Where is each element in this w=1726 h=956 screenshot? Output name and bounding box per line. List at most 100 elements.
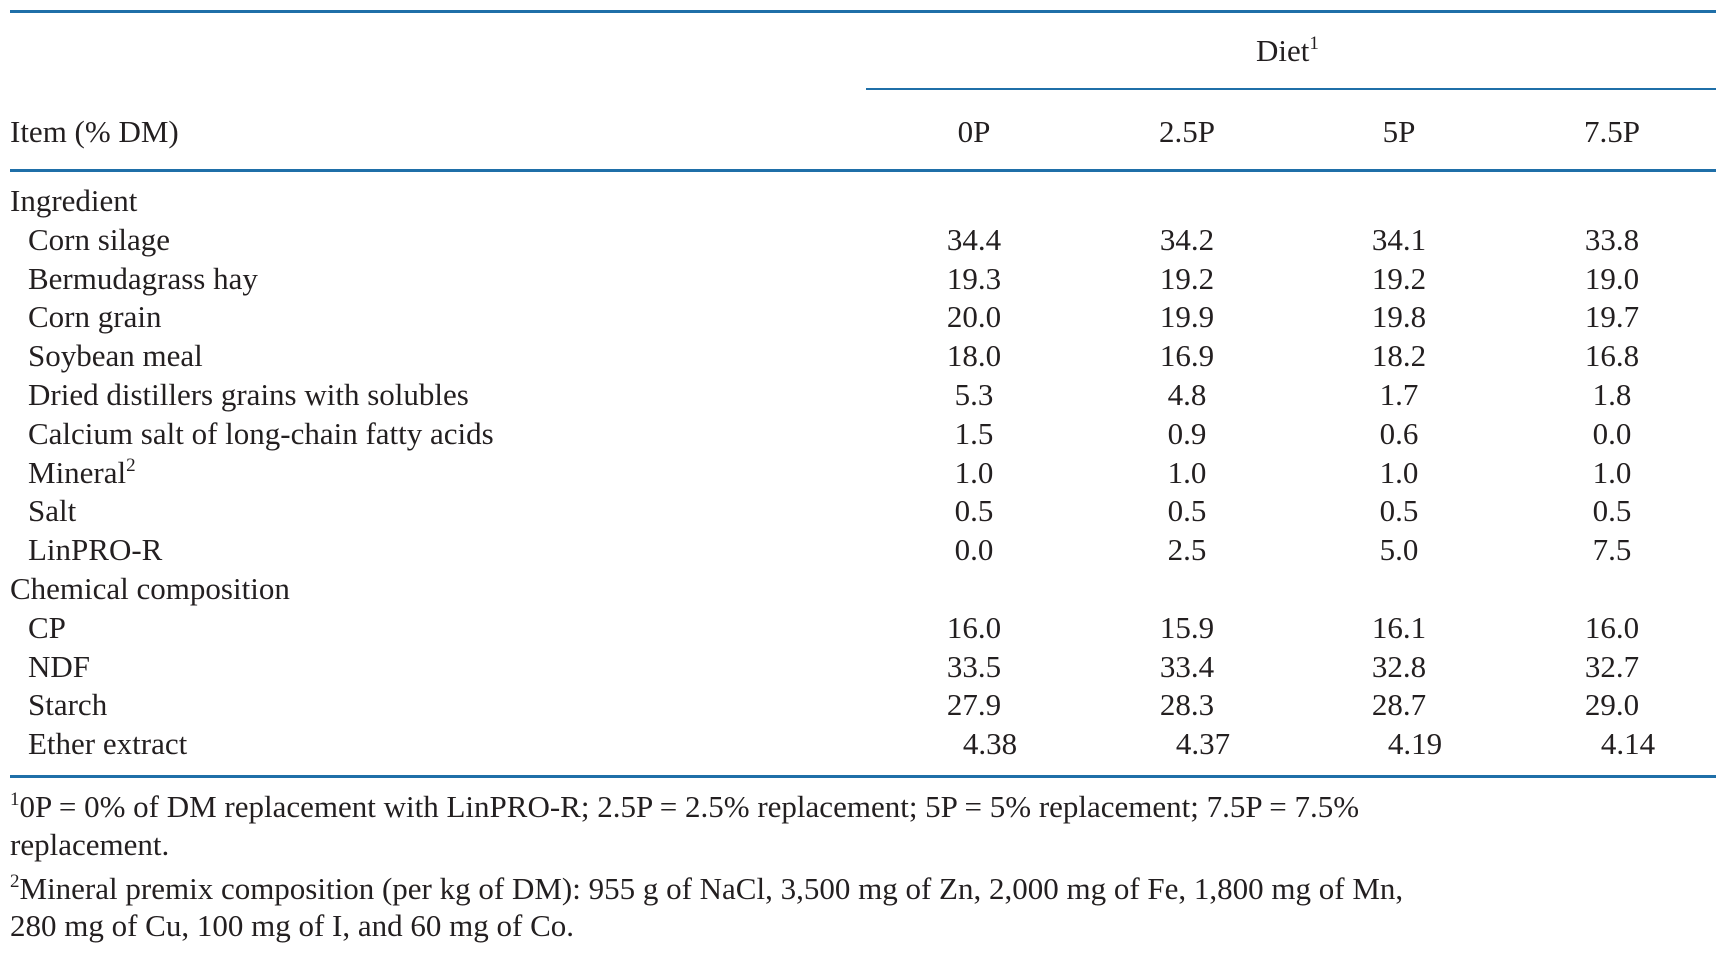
footnote-text: replacement. bbox=[10, 827, 170, 862]
row-label-text: Dried distillers grains with solubles bbox=[28, 377, 469, 412]
spanner-rule bbox=[866, 88, 1716, 90]
row-label-text: Bermudagrass hay bbox=[28, 260, 258, 296]
table-cell: 19.7 bbox=[1584, 299, 1640, 335]
row-label-text: Salt bbox=[28, 493, 77, 529]
row-label-text: Mineral bbox=[28, 454, 127, 490]
stub-heading: Item (% DM) bbox=[10, 114, 179, 149]
column-heading: 0P bbox=[957, 114, 991, 149]
top-rule bbox=[10, 10, 1716, 13]
row-label: Ether extract bbox=[28, 725, 187, 763]
table-cell: 33.4 bbox=[1159, 648, 1215, 684]
row-label-text: NDF bbox=[28, 648, 91, 684]
row-label-text: Corn grain bbox=[28, 299, 162, 335]
table-cell: 1.0 bbox=[954, 454, 994, 490]
row-label-text: Calcium salt of long-chain fatty acids bbox=[28, 415, 494, 451]
footnote-line: 2Mineral premix composition (per kg of D… bbox=[10, 870, 1403, 908]
row-label-text: Ether extract bbox=[28, 726, 188, 762]
table-cell: 19.2 bbox=[1159, 260, 1215, 296]
table-cell: 32.7 bbox=[1584, 648, 1640, 684]
diet-spanner-heading: Diet1 bbox=[1256, 32, 1319, 70]
bottom-rule bbox=[10, 775, 1716, 778]
table-cell: 34.1 bbox=[1371, 221, 1427, 257]
table-cell: 20.0 bbox=[946, 299, 1002, 335]
row-label: Corn silage bbox=[28, 221, 170, 259]
table-cell: 16.8 bbox=[1584, 338, 1640, 374]
footnote-mark-1: 1 bbox=[10, 789, 20, 810]
column-heading: 2.5P bbox=[1159, 114, 1215, 149]
table-cell: 19.8 bbox=[1371, 299, 1427, 335]
row-label: CP bbox=[28, 609, 66, 647]
table-cell: 28.7 bbox=[1371, 687, 1427, 723]
footnote-text: 0P = 0% of DM replacement with LinPRO-R;… bbox=[19, 789, 1360, 824]
table-cell: 1.0 bbox=[1167, 454, 1207, 490]
table-cell: 1.0 bbox=[1379, 454, 1419, 490]
table-cell: 19.3 bbox=[946, 260, 1002, 296]
table-cell: 0.5 bbox=[1167, 493, 1207, 529]
row-label: LinPRO-R bbox=[28, 531, 162, 569]
row-label: Mineral2 bbox=[28, 454, 136, 492]
table-cell: 18.0 bbox=[946, 338, 1002, 374]
table-cell: 4.37 bbox=[1175, 726, 1231, 762]
footnote-line: 280 mg of Cu, 100 mg of I, and 60 mg of … bbox=[10, 907, 574, 945]
footnote-mark-2: 2 bbox=[10, 871, 20, 892]
table-cell: 19.2 bbox=[1371, 260, 1427, 296]
footnote-text: Mineral premix composition (per kg of DM… bbox=[19, 871, 1404, 906]
table-cell: 7.5 bbox=[1592, 532, 1632, 568]
diet-spanner-text: Diet bbox=[1256, 33, 1310, 68]
footnote-mark-2: 2 bbox=[126, 454, 136, 476]
table-cell: 0.5 bbox=[1592, 493, 1632, 529]
table-cell: 32.8 bbox=[1371, 648, 1427, 684]
table-cell: 1.0 bbox=[1592, 454, 1632, 490]
row-label-text: Corn silage bbox=[28, 221, 171, 257]
table-cell: 16.0 bbox=[946, 609, 1002, 645]
footnote-line: 10P = 0% of DM replacement with LinPRO-R… bbox=[10, 788, 1359, 826]
section-label: Chemical composition bbox=[10, 571, 290, 606]
table-cell: 0.6 bbox=[1379, 415, 1419, 451]
column-heading: 7.5P bbox=[1584, 114, 1640, 149]
row-label: Dried distillers grains with solubles bbox=[28, 376, 469, 414]
table-cell: 4.14 bbox=[1600, 726, 1656, 762]
header-rule bbox=[10, 169, 1716, 172]
table-cell: 1.7 bbox=[1379, 377, 1419, 412]
table-cell: 0.0 bbox=[1592, 415, 1632, 451]
row-label: NDF bbox=[28, 648, 90, 686]
table-cell: 16.0 bbox=[1584, 609, 1640, 645]
row-label: Salt bbox=[28, 492, 76, 530]
table-cell: 4.19 bbox=[1387, 726, 1443, 762]
row-label: Bermudagrass hay bbox=[28, 260, 258, 298]
section-label: Ingredient bbox=[10, 183, 138, 218]
row-label: Starch bbox=[28, 686, 107, 724]
column-heading: 5P bbox=[1382, 114, 1416, 149]
row-label-text: Starch bbox=[28, 687, 108, 723]
table-cell: 5.3 bbox=[954, 377, 994, 412]
table-cell: 18.2 bbox=[1371, 338, 1427, 374]
table-cell: 4.38 bbox=[962, 726, 1018, 762]
footnote-line: replacement. bbox=[10, 826, 169, 864]
table-cell: 0.5 bbox=[1379, 493, 1419, 529]
table-cell: 5.0 bbox=[1379, 532, 1419, 568]
table-cell: 33.5 bbox=[946, 648, 1002, 684]
table-cell: 34.4 bbox=[946, 221, 1002, 257]
row-label-text: Soybean meal bbox=[28, 338, 203, 374]
table-cell: 16.1 bbox=[1371, 609, 1427, 645]
row-label: Calcium salt of long-chain fatty acids bbox=[28, 415, 494, 453]
table-cell: 0.5 bbox=[954, 493, 994, 529]
footnote-text: 280 mg of Cu, 100 mg of I, and 60 mg of … bbox=[10, 908, 574, 943]
table-cell: 0.9 bbox=[1167, 415, 1207, 451]
table-cell: 0.0 bbox=[954, 532, 994, 568]
table-cell: 15.9 bbox=[1159, 609, 1215, 645]
table-cell: 16.9 bbox=[1159, 338, 1215, 374]
table-cell: 33.8 bbox=[1584, 221, 1640, 257]
table-cell: 2.5 bbox=[1167, 532, 1207, 568]
table-cell: 1.5 bbox=[954, 415, 994, 451]
table-cell: 4.8 bbox=[1167, 377, 1207, 412]
row-label: Soybean meal bbox=[28, 337, 203, 375]
row-label: Corn grain bbox=[28, 298, 161, 336]
table-cell: 34.2 bbox=[1159, 221, 1215, 257]
table-cell: 28.3 bbox=[1159, 687, 1215, 723]
table-cell: 29.0 bbox=[1584, 687, 1640, 723]
table-cell: 19.0 bbox=[1584, 260, 1640, 296]
row-label-text: CP bbox=[28, 609, 66, 645]
table-cell: 27.9 bbox=[946, 687, 1002, 723]
table-cell: 19.9 bbox=[1159, 299, 1215, 335]
